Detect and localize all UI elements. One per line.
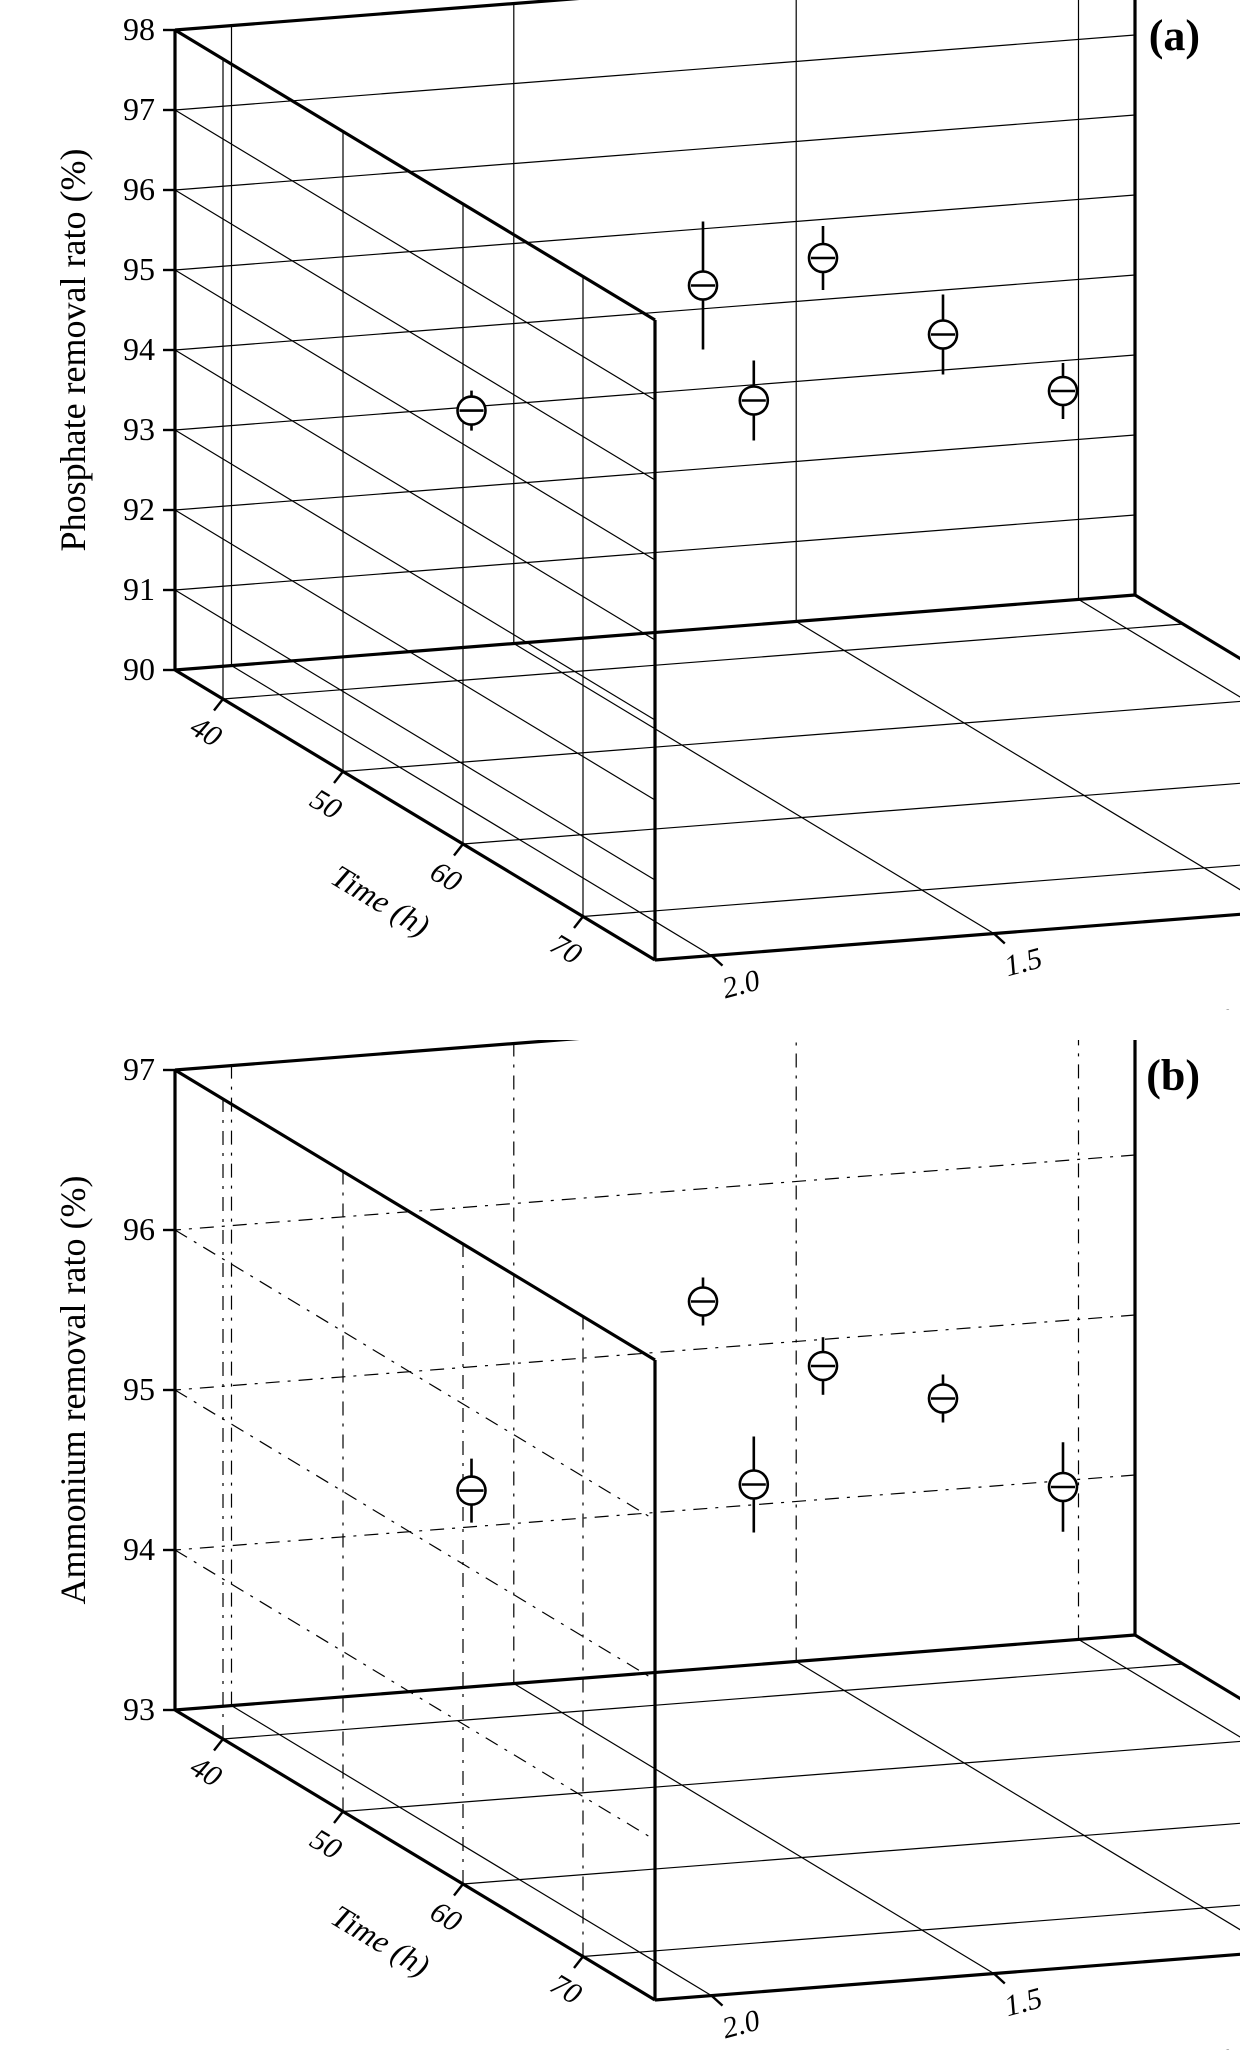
svg-text:95: 95 [123,251,155,287]
svg-text:98: 98 [123,11,155,47]
panel-label-a: (a) [1149,10,1200,61]
svg-text:Ammonium removal rato (%): Ammonium removal rato (%) [53,1176,93,1605]
svg-text:97: 97 [123,91,155,127]
svg-text:40: 40 [185,1750,228,1794]
svg-text:50: 50 [305,782,348,826]
svg-text:60: 60 [425,1895,468,1939]
panel-label-b: (b) [1146,1050,1200,1101]
svg-text:97: 97 [123,1051,155,1087]
svg-text:MgO:Zeolite (Weight ratio): MgO:Zeolite (Weight ratio) [1081,1971,1240,2050]
svg-text:Time (h): Time (h) [325,857,436,943]
panel-a: 909192939495969798405060700.51.01.52.0Ph… [0,0,1240,1010]
svg-text:60: 60 [425,855,468,899]
svg-text:92: 92 [123,491,155,527]
svg-text:2.0: 2.0 [719,2004,764,2046]
svg-text:1.5: 1.5 [1001,1982,1046,2024]
panel-b: 9394959697405060700.51.01.52.0Ammonium r… [0,1040,1240,2050]
svg-text:94: 94 [123,1531,155,1567]
svg-text:1.5: 1.5 [1001,942,1046,984]
svg-text:96: 96 [123,1211,155,1247]
svg-text:91: 91 [123,571,155,607]
svg-text:94: 94 [123,331,155,367]
svg-text:96: 96 [123,171,155,207]
svg-text:2.0: 2.0 [719,964,764,1006]
svg-text:93: 93 [123,411,155,447]
figure: 909192939495969798405060700.51.01.52.0Ph… [0,0,1240,2052]
svg-text:50: 50 [305,1822,348,1866]
svg-text:95: 95 [123,1371,155,1407]
svg-text:93: 93 [123,1691,155,1727]
chart-3d-a: 909192939495969798405060700.51.01.52.0Ph… [0,0,1240,1010]
svg-text:70: 70 [545,927,588,971]
svg-text:40: 40 [185,710,228,754]
svg-text:70: 70 [545,1967,588,2011]
svg-text:Phosphate removal rato (%): Phosphate removal rato (%) [53,149,93,552]
svg-text:90: 90 [123,651,155,687]
svg-text:Time (h): Time (h) [325,1897,436,1983]
chart-3d-b: 9394959697405060700.51.01.52.0Ammonium r… [0,1040,1240,2050]
svg-text:MgO:Zeolite (Weight ratio): MgO:Zeolite (Weight ratio) [1081,931,1240,1010]
